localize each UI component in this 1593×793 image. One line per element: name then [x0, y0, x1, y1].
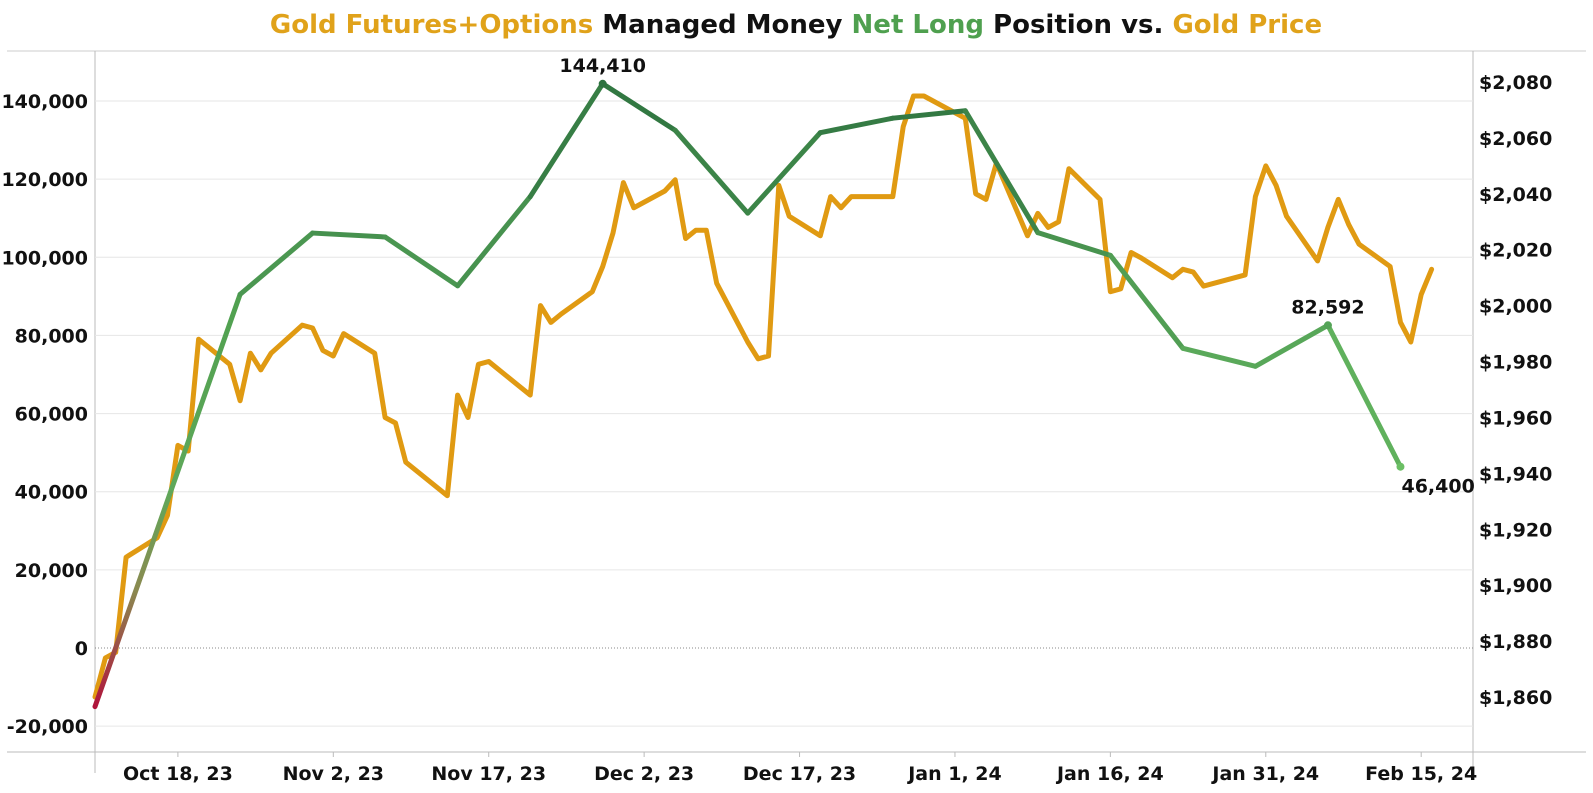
y-left-tick-label: 120,000: [1, 169, 88, 191]
left-axis-ticks: -20,000 0 20,000 40,000 60,000 80,000 100,000 1…: [1, 91, 88, 738]
x-tick-label: Dec 2, 23: [594, 763, 694, 785]
gold-price-line: [92, 93, 1435, 700]
x-tick-label: Oct 18, 23: [123, 763, 233, 785]
data-label: 82,592: [1291, 296, 1364, 318]
y-right-tick-label: $1,900: [1479, 575, 1552, 597]
x-tick-label: Feb 15, 24: [1365, 763, 1477, 785]
net-long-segment: [92, 291, 243, 710]
y-left-tick-label: 0: [75, 638, 88, 660]
net-long-segment: [1107, 252, 1186, 351]
net-long-series: [92, 79, 1405, 710]
net-long-segment: [310, 230, 388, 240]
y-right-tick-label: $1,960: [1479, 407, 1552, 429]
y-left-tick-label: -20,000: [7, 716, 88, 738]
net-long-segment: [600, 81, 678, 133]
net-long-segment: [1035, 230, 1113, 258]
y-right-tick-label: $1,880: [1479, 631, 1552, 653]
net-long-segment: [890, 108, 968, 121]
x-tick-label: Nov 17, 23: [431, 763, 546, 785]
x-tick-label: Nov 2, 23: [283, 763, 384, 785]
data-label: 46,400: [1401, 476, 1474, 498]
net-long-segment: [1325, 322, 1403, 470]
title-part-4: Position vs.: [993, 10, 1172, 40]
net-long-marker: [1396, 462, 1405, 471]
y-right-tick-label: $2,060: [1479, 128, 1552, 150]
data-label: 144,410: [559, 55, 646, 77]
y-right-tick-label: $2,000: [1479, 296, 1552, 318]
title-part-5: Gold Price: [1172, 10, 1322, 40]
x-tick-label: Dec 17, 23: [743, 763, 856, 785]
y-right-tick-label: $1,980: [1479, 352, 1552, 374]
title-part-1: Gold Futures+Options: [270, 10, 602, 40]
y-right-tick-label: $1,860: [1479, 687, 1552, 709]
net-long-segment: [745, 130, 823, 216]
net-long-segment: [382, 234, 461, 289]
x-axis-ticks: Oct 18, 23 Nov 2, 23 Nov 17, 23 Dec 2, 23 De…: [123, 752, 1477, 785]
net-long-segment: [817, 115, 896, 136]
net-long-segment: [1180, 345, 1258, 369]
net-long-segment: [962, 108, 1041, 236]
y-right-tick-label: $2,040: [1479, 184, 1552, 206]
y-right-tick-label: $2,080: [1479, 72, 1552, 94]
title-part-3: Net Long: [852, 10, 993, 40]
y-right-tick-label: $1,920: [1479, 519, 1552, 541]
y-left-tick-label: 140,000: [1, 91, 88, 113]
net-long-segment: [455, 194, 533, 289]
net-long-segment: [237, 230, 316, 297]
x-tick-label: Jan 31, 24: [1210, 763, 1319, 785]
net-long-segment: [672, 127, 751, 216]
net-long-segment: [527, 81, 606, 200]
right-axis-ticks: $1,860 $1,880 $1,900 $1,920 $1,940 $1,960 $1,9…: [1479, 72, 1552, 709]
y-left-tick-label: 80,000: [15, 325, 88, 347]
data-labels: 144,410 82,592 46,400: [559, 55, 1474, 498]
y-left-tick-label: 20,000: [15, 560, 88, 582]
title-part-2: Managed Money: [602, 10, 851, 40]
net-long-marker: [598, 79, 607, 88]
chart-title: Gold Futures+Options Managed Money Net L…: [270, 10, 1322, 40]
y-left-tick-label: 100,000: [1, 247, 88, 269]
y-right-tick-label: $2,020: [1479, 240, 1552, 262]
gold-price-series: [92, 93, 1435, 700]
y-left-tick-label: 60,000: [15, 404, 88, 426]
gridlines: [95, 100, 1473, 727]
x-tick-label: Jan 16, 24: [1055, 763, 1164, 785]
y-right-tick-label: $1,940: [1479, 463, 1552, 485]
x-tick-label: Jan 1, 24: [906, 763, 1002, 785]
y-left-tick-label: 40,000: [15, 482, 88, 504]
net-long-marker: [1323, 321, 1332, 330]
net-long-segment: [1252, 322, 1331, 369]
